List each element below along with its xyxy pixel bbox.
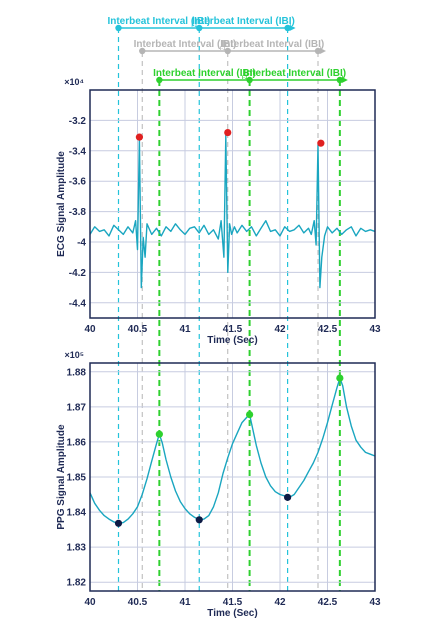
- ppg-y-tick-label: 1.85: [67, 473, 87, 484]
- gray-interval-label-right: Interbeat Interval (IBI): [221, 39, 324, 50]
- ppg-x-tick-label: 40: [84, 597, 96, 608]
- ppg-y-tick-label: 1.87: [67, 402, 87, 413]
- ppg-x-tick-label: 43: [369, 597, 381, 608]
- gray-interval-sub-right: i: [320, 46, 322, 52]
- ppg-y-axis-label: PPG Signal Amplitude: [56, 424, 67, 530]
- ppg-y-tick-label: 1.86: [67, 437, 87, 448]
- ecg-x-tick-label: 43: [369, 324, 381, 335]
- green-interval-node: [246, 76, 253, 84]
- ecg-x-tick-label: 42: [274, 324, 286, 335]
- ppg-trough-marker: [114, 519, 123, 527]
- gray-interval-sub-left: i-1: [220, 46, 226, 52]
- ecg-x-tick-label: 41: [179, 324, 191, 335]
- ppg-x-axis-label: Time (Sec): [207, 608, 257, 619]
- ecg-x-tick-label: 40: [84, 324, 96, 335]
- green-interval-sub-left: i-1: [242, 75, 248, 81]
- ppg-y-tick-label: 1.83: [67, 543, 87, 554]
- r-peak-marker: [135, 133, 143, 141]
- ppg-plot-frame: [89, 362, 376, 592]
- gray-interval-label-left: Interbeat Interval (IBI): [134, 39, 237, 50]
- cyan-arrow-head: [289, 25, 296, 31]
- interval-guide-lines: [117, 28, 341, 591]
- gray-interval-node: [314, 47, 322, 55]
- ppg-peak-marker: [246, 410, 254, 419]
- ecg-chart: 40 40.5 41 41.5 42 42.5 43 -3.2 -3.4 -3.6 -3.8 -4 -4…: [56, 77, 381, 346]
- cyan-interval-sub-right: i: [290, 23, 292, 29]
- ppg-x-tick-label: 40.5: [128, 597, 148, 608]
- r-peak-marker: [224, 128, 232, 137]
- ecg-y-tick-label: -3.2: [69, 116, 87, 127]
- gray-interval-node: [224, 47, 231, 55]
- ppg-x-tick-label: 41: [179, 597, 191, 608]
- ppg-y-tick-label: 1.88: [67, 367, 87, 378]
- ppg-chart: 40 40.5 41 41.5 42 42.5 43 1.88 1.87 1.86 1.85 1.84…: [56, 350, 381, 619]
- ppg-x-tick-label: 42.5: [318, 597, 338, 608]
- ppg-trough-marker: [284, 493, 292, 501]
- ecg-x-tick-label: 41.5: [223, 324, 243, 335]
- ppg-peak-marker: [155, 430, 163, 438]
- ppg-x-tick-label: 41.5: [223, 597, 243, 608]
- ecg-y-axis-label: ECG Signal Amplitude: [56, 151, 67, 257]
- ecg-y-tick-label: -4: [77, 238, 86, 249]
- cyan-interval-node: [196, 24, 203, 32]
- green-interval-label-right: Interbeat Interval (IBI): [243, 68, 346, 79]
- ecg-x-axis-label: Time (Sec): [207, 335, 257, 346]
- green-interval-sub-right: i: [342, 75, 344, 81]
- r-peak-marker: [317, 139, 325, 147]
- ecg-y-tick-label: -4.4: [69, 298, 87, 309]
- green-interval-label-left: Interbeat Interval (IBI): [153, 68, 256, 79]
- cyan-interval-sub-left: i-1: [191, 23, 197, 29]
- ecg-y-tick-label: -4.2: [69, 268, 87, 279]
- green-interval-node: [336, 76, 344, 84]
- gray-interval-node: [139, 47, 146, 55]
- ppg-trough-marker: [195, 516, 203, 524]
- cyan-interval-label-left: Interbeat Interval (IBI): [107, 16, 210, 27]
- ecg-y-tick-label: -3.6: [69, 177, 87, 188]
- ppg-y-tick-label: 1.84: [67, 508, 87, 519]
- ppg-exponent-label: ×10⁵: [65, 350, 85, 360]
- cyan-interval-node: [115, 24, 122, 32]
- ecg-y-tick-label: -3.4: [69, 146, 87, 157]
- ppg-series-line: [89, 377, 376, 524]
- green-arrow-head: [341, 77, 348, 83]
- ecg-y-tick-label: -3.8: [69, 207, 87, 218]
- cyan-interval-node: [284, 24, 291, 32]
- cyan-interval-label-right: Interbeat Interval (IBI): [192, 16, 295, 27]
- gray-arrow-head: [320, 48, 326, 54]
- green-interval-node: [156, 76, 163, 84]
- ppg-x-tick-label: 42: [274, 597, 286, 608]
- ppg-peak-marker: [336, 374, 344, 382]
- ecg-exponent-label: ×10⁴: [64, 77, 84, 87]
- ecg-plot-frame: [89, 89, 376, 319]
- ecg-x-tick-label: 40.5: [128, 324, 148, 335]
- ecg-x-tick-label: 42.5: [318, 324, 338, 335]
- ppg-y-tick-label: 1.82: [67, 578, 87, 589]
